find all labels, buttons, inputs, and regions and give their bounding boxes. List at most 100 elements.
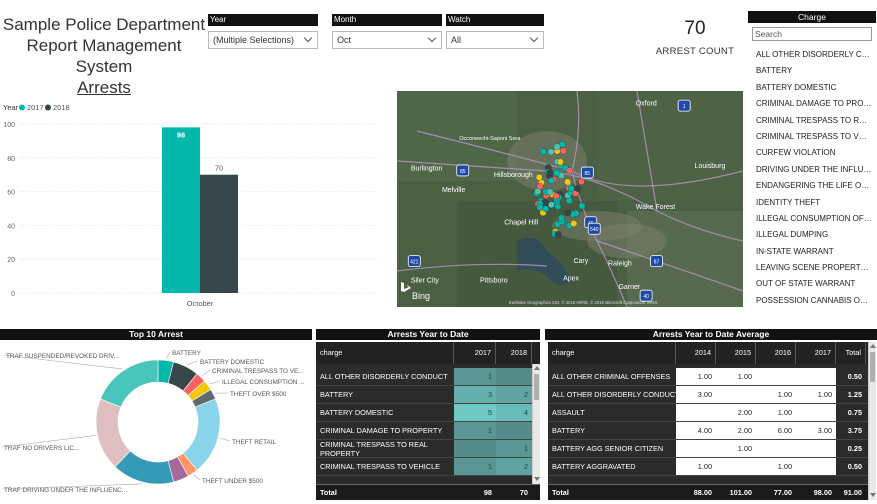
table-row[interactable]: CRIMINAL TRESPASS TO VEHICLE 1 2 — [316, 458, 540, 476]
donut-slice[interactable] — [100, 359, 159, 408]
charge-list-item[interactable]: CRIMINAL TRESPASS TO REAL PROPERTY — [756, 115, 872, 125]
charge-list-item[interactable]: IDENTITY THEFT — [756, 197, 821, 207]
charge-list-item[interactable]: ILLEGAL CONSUMPTION OF ALCOHOL — [756, 213, 872, 223]
arrest-point[interactable] — [548, 177, 555, 185]
column-header[interactable]: charge — [316, 342, 454, 364]
table-row[interactable]: ALL OTHER DISORDERLY CONDUCT 3.00 1.00 1.00… — [548, 386, 868, 404]
arrest-point[interactable] — [574, 185, 582, 192]
table-row[interactable]: ALL OTHER DISORDERLY CONDUCT 1 — [316, 368, 540, 386]
arrest-point[interactable] — [553, 169, 561, 177]
arrest-point[interactable] — [542, 205, 549, 213]
arrest-point[interactable] — [553, 143, 561, 151]
arrest-point[interactable] — [546, 169, 554, 176]
leader-line — [3, 354, 123, 370]
map-road — [636, 91, 658, 212]
arrest-point[interactable] — [536, 203, 544, 211]
table-row[interactable]: BATTERY 3 2 — [316, 386, 540, 404]
highway-shield-icon: 1 — [677, 99, 691, 112]
scroll-down-icon[interactable] — [534, 477, 540, 481]
highway-shield-icon: 87 — [650, 255, 663, 268]
value-cell: 1.00 — [676, 368, 716, 385]
column-header[interactable]: 2018 — [496, 342, 532, 364]
ytd-average-table: charge 2014 2015 2016 2017 Total ALL OTHER CRI… — [548, 342, 868, 500]
title-line-1: Sample Police Department — [2, 15, 206, 34]
watch-slicer: Watch All — [446, 14, 544, 49]
charge-list-item[interactable]: CURFEW VIOLATION — [756, 148, 836, 158]
arrest-point[interactable] — [552, 192, 560, 200]
arrest-point[interactable] — [578, 178, 585, 185]
table-row[interactable]: CRIMINAL TRESPASS TO REAL PROPERTY 1 — [316, 440, 540, 458]
legend-entry-2018[interactable]: 2018 — [53, 103, 70, 112]
avg-table-scrollbar[interactable] — [868, 342, 876, 500]
table-row[interactable]: ALL OTHER CRIMINAL OFFENSES 1.00 1.00 0.50 — [548, 368, 868, 386]
column-header[interactable]: 2016 — [756, 342, 796, 364]
column-header[interactable]: 2014 — [676, 342, 716, 364]
map-place-label: Siler City — [411, 278, 440, 285]
charge-list-item[interactable]: POSSESSION CANNABIS OVER — [756, 295, 872, 305]
column-header[interactable]: 2017 — [454, 342, 496, 364]
table-row[interactable]: BATTERY 4.00 2.00 6.00 3.00 3.75 — [548, 422, 868, 440]
charge-list-item[interactable]: ALL OTHER DISORDERLY CONDUCT — [756, 50, 872, 59]
charge-search-input[interactable]: Search — [752, 27, 872, 41]
arrest-point[interactable] — [558, 214, 565, 222]
table-row[interactable]: BATTERY DOMESTIC 5 4 — [316, 404, 540, 422]
column-header[interactable]: 2017 — [796, 342, 836, 364]
map-road — [397, 263, 548, 272]
charge-list-item[interactable]: LEAVING SCENE PROPERTY DAMAGE — [756, 263, 872, 273]
scroll-thumb[interactable] — [870, 352, 875, 382]
value-cell — [676, 440, 716, 457]
arrest-point[interactable] — [565, 197, 573, 205]
charge-list-item[interactable]: BATTERY DOMESTIC — [756, 82, 837, 92]
charge-list-item[interactable]: CRIMINAL DAMAGE TO PROPERTY — [756, 99, 872, 109]
table-row[interactable]: BATTERY AGG SENIOR CITIZEN 1.00 0.25 — [548, 440, 868, 458]
arrest-point[interactable] — [566, 167, 573, 175]
column-header[interactable]: Total — [836, 342, 866, 364]
charge-list-item[interactable]: DRIVING UNDER THE INFLUENCE — [756, 164, 872, 174]
arrest-point[interactable] — [539, 148, 547, 155]
arrest-map[interactable]: Oxford Occoneechi-Saponi Sora Burlington Hi… — [397, 91, 743, 307]
arrest-point[interactable] — [547, 148, 555, 156]
watch-dropdown[interactable]: All — [446, 31, 544, 49]
charge-list-item[interactable]: BATTERY — [756, 66, 793, 76]
arrest-point[interactable] — [568, 185, 575, 192]
value-cell: 0.50 — [836, 368, 866, 385]
table-row[interactable]: BATTERY AGGRAVATED 1.00 1.00 0.50 — [548, 458, 868, 476]
value-cell: 6.00 — [756, 422, 796, 439]
value-cell: 1 — [454, 368, 496, 385]
donut-slice[interactable] — [95, 398, 131, 468]
year-dropdown[interactable]: (Multiple Selections) — [208, 31, 318, 49]
arrest-point[interactable] — [546, 188, 554, 196]
arrest-point[interactable] — [535, 173, 543, 181]
scroll-thumb[interactable] — [534, 374, 539, 400]
charge-list-item[interactable]: CRIMINAL TRESPASS TO VEHICLE — [756, 131, 872, 141]
arrest-point[interactable] — [564, 209, 572, 217]
scroll-up-icon[interactable] — [870, 344, 876, 348]
arrest-point[interactable] — [547, 201, 555, 209]
bar-2018-october[interactable] — [200, 174, 238, 293]
column-header[interactable]: 2015 — [716, 342, 756, 364]
arrest-point[interactable] — [559, 147, 567, 155]
scroll-up-icon[interactable] — [534, 366, 540, 370]
bar-2017-october[interactable] — [162, 127, 200, 293]
charge-list-item[interactable]: ENDANGERING THE LIFE OR HEALTH — [756, 181, 872, 191]
donut-slice-label: ILLEGAL CONSUMPTION ... — [222, 379, 305, 386]
scroll-down-icon[interactable] — [870, 493, 876, 497]
arrest-point[interactable] — [557, 158, 564, 166]
y-tick-label: 40 — [7, 223, 15, 230]
arrest-point[interactable] — [564, 178, 571, 186]
table-row[interactable]: ASSAULT 2.00 1.00 0.75 — [548, 404, 868, 422]
arrest-point[interactable] — [536, 182, 544, 190]
charge-list-item[interactable]: IN-STATE WARRANT — [756, 246, 834, 256]
month-dropdown[interactable]: Oct — [332, 31, 442, 49]
arrest-point[interactable] — [554, 231, 562, 238]
charge-list-item[interactable]: OUT OF STATE WARRANT — [756, 279, 856, 289]
column-header[interactable]: charge — [548, 342, 676, 364]
arrest-point[interactable] — [578, 202, 586, 210]
arrest-point[interactable] — [570, 220, 578, 227]
legend-entry-2017[interactable]: 2017 — [27, 103, 44, 112]
table-row[interactable]: CRIMINAL DAMAGE TO PROPERTY 1 — [316, 422, 540, 440]
map-place-label: Hillsborough — [494, 172, 533, 179]
ytd-table-scrollbar[interactable] — [532, 364, 540, 484]
map-place-label: Burlington — [411, 165, 443, 172]
charge-list-item[interactable]: ILLEGAL DUMPING — [756, 230, 829, 240]
